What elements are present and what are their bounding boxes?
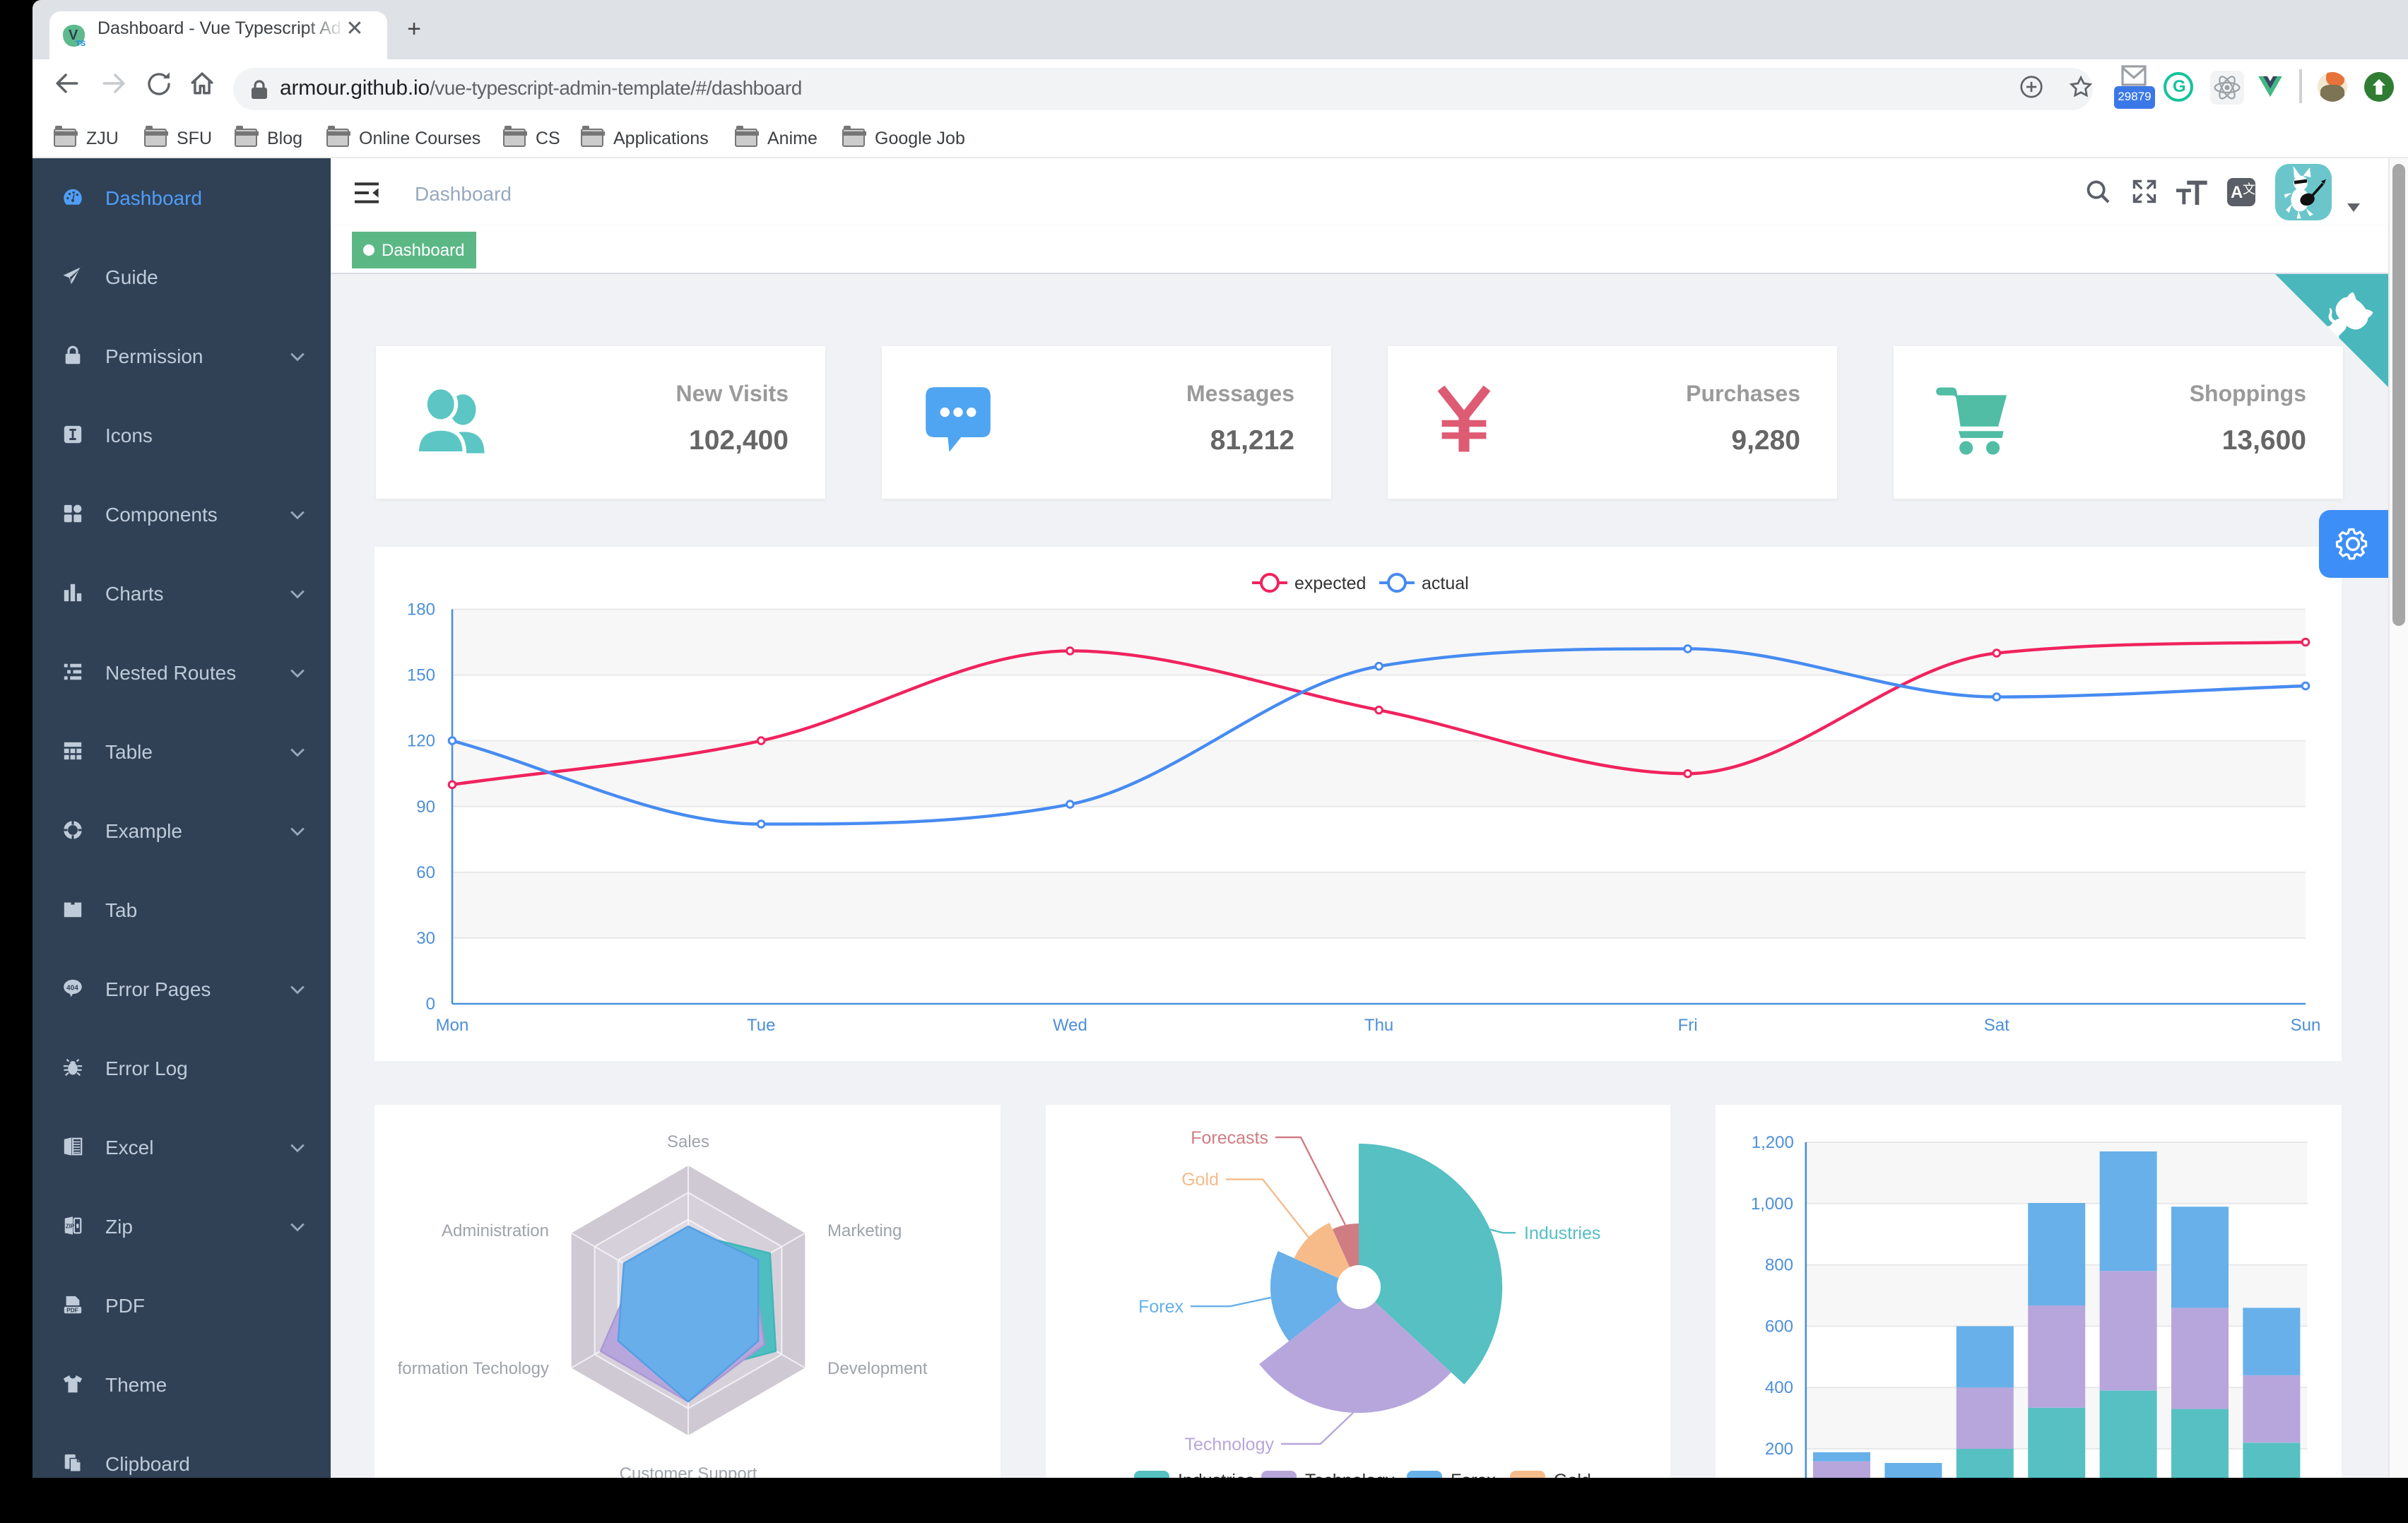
svg-text:Sun: Sun — [2291, 1015, 2321, 1034]
svg-text:Tue: Tue — [747, 1015, 775, 1034]
svg-text:Administration: Administration — [442, 1221, 549, 1240]
svg-text:30: 30 — [416, 928, 435, 947]
svg-text:Gold: Gold — [1181, 1170, 1218, 1190]
svg-text:Industries: Industries — [1523, 1223, 1600, 1243]
svg-text:Forex: Forex — [1450, 1471, 1495, 1478]
svg-text:Industries: Industries — [1177, 1471, 1253, 1478]
svg-text:Customer Support: Customer Support — [620, 1464, 757, 1478]
svg-text:TS: TS — [76, 40, 85, 48]
svg-text:Thu: Thu — [1364, 1015, 1393, 1034]
svg-text:400: 400 — [1765, 1378, 1793, 1397]
svg-text:Marketing: Marketing — [827, 1221, 902, 1240]
svg-text:180: 180 — [407, 600, 435, 619]
svg-text:Technology: Technology — [1304, 1471, 1394, 1478]
svg-text:Wed: Wed — [1053, 1015, 1087, 1034]
svg-text:800: 800 — [1765, 1256, 1793, 1275]
svg-text:1,200: 1,200 — [1752, 1133, 1794, 1152]
svg-text:150: 150 — [407, 665, 435, 685]
svg-text:Gold: Gold — [1553, 1471, 1590, 1478]
svg-text:600: 600 — [1765, 1317, 1793, 1336]
svg-text:90: 90 — [416, 797, 435, 816]
svg-text:Technology: Technology — [1184, 1435, 1274, 1454]
svg-text:ZIP: ZIP — [66, 1223, 74, 1229]
svg-text:Mon: Mon — [436, 1015, 469, 1034]
svg-text:expected: expected — [1294, 573, 1366, 593]
svg-text:Forex: Forex — [1138, 1297, 1183, 1317]
svg-text:V: V — [69, 28, 78, 43]
svg-text:actual: actual — [1422, 573, 1469, 593]
svg-text:120: 120 — [407, 731, 435, 750]
svg-text:1,000: 1,000 — [1751, 1195, 1793, 1214]
svg-text:404: 404 — [66, 984, 78, 992]
svg-text:Sat: Sat — [1984, 1015, 2009, 1034]
svg-text:formation Techology: formation Techology — [398, 1359, 549, 1378]
svg-text:Forecasts: Forecasts — [1190, 1128, 1268, 1148]
svg-text:0: 0 — [426, 994, 435, 1013]
svg-text:PDF: PDF — [66, 1308, 78, 1314]
svg-text:Fri: Fri — [1678, 1015, 1698, 1034]
svg-text:Development: Development — [827, 1359, 928, 1378]
svg-text:60: 60 — [416, 863, 435, 882]
svg-text:Sales: Sales — [667, 1132, 709, 1151]
svg-text:200: 200 — [1765, 1440, 1793, 1459]
